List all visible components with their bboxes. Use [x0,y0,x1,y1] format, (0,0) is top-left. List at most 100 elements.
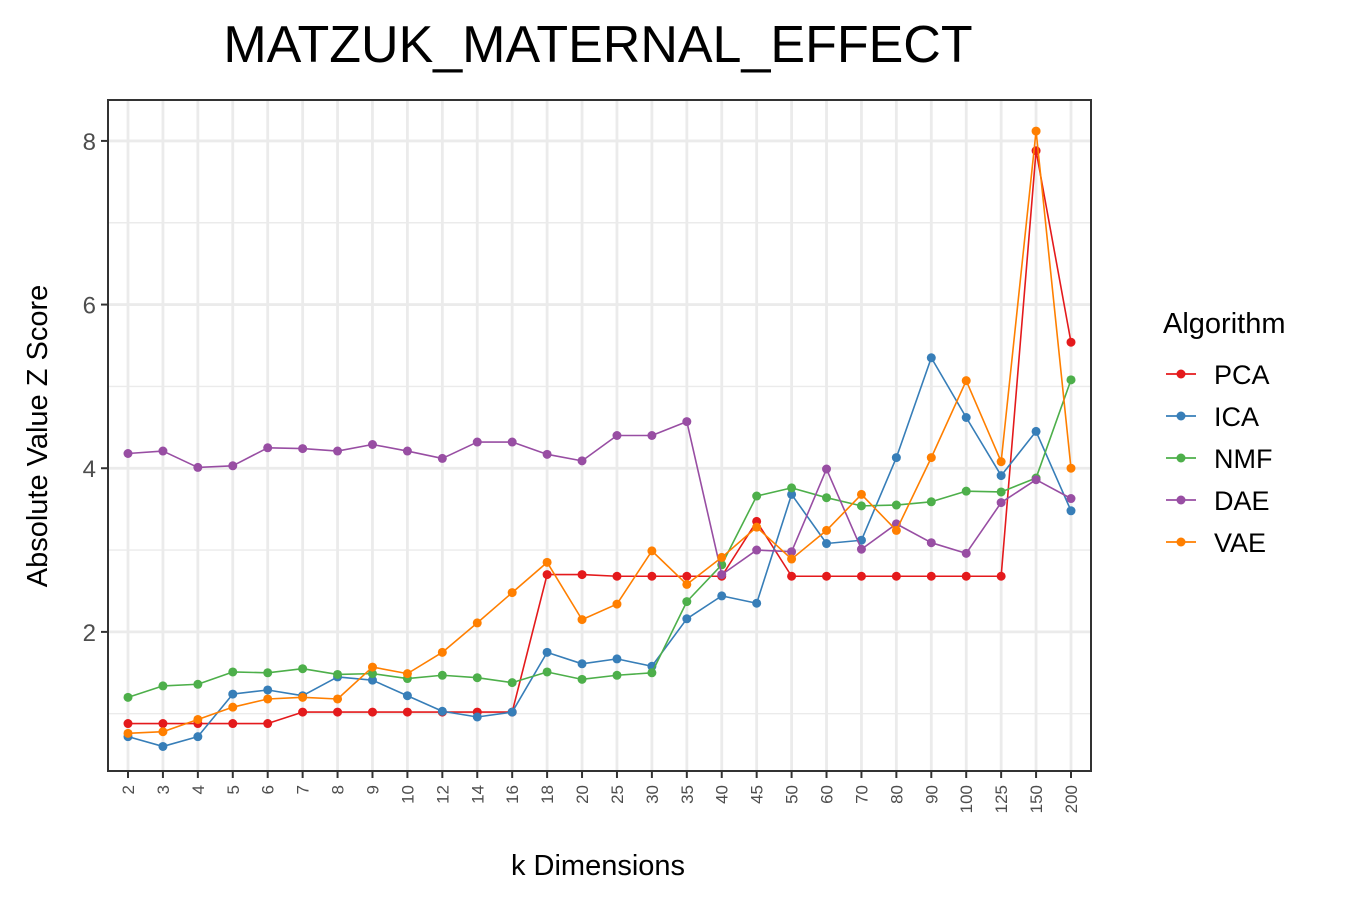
point-vae [961,376,971,386]
point-ica [961,412,971,422]
y-tick-label: 2 [83,620,96,647]
point-pca [961,571,971,581]
point-nmf [926,497,936,507]
point-nmf [333,669,343,679]
point-ica [822,539,832,549]
point-nmf [577,674,587,684]
point-pca [822,571,832,581]
point-pca [682,571,692,581]
x-tick-label: 25 [608,785,627,804]
point-ica [542,647,552,657]
point-pca [647,571,657,581]
legend-label-dae: DAE [1214,486,1270,516]
point-ica [437,706,447,716]
legend-point-nmf [1176,453,1186,463]
point-dae [228,461,238,471]
point-dae [472,437,482,447]
point-nmf [787,483,797,493]
point-dae [437,453,447,463]
point-ica [228,689,238,699]
point-vae [822,525,832,535]
point-pca [926,571,936,581]
x-tick-label: 2 [119,785,138,794]
point-dae [402,446,412,456]
plot-panel-border [107,99,1092,772]
minor-gridlines [108,222,1091,715]
point-vae [472,618,482,628]
point-dae [647,431,657,440]
point-vae [1031,126,1041,136]
point-dae [158,446,168,456]
point-nmf [193,679,203,689]
point-ica [158,741,168,751]
point-ica [507,707,517,717]
point-nmf [507,678,517,688]
point-pca [228,719,238,729]
x-axis: 2 3 4 5 6 7 8 9 10 12 14 16 18 20 25 30 35 40 45 50 60 70 80 90… [119,771,1081,813]
point-dae [507,437,517,447]
y-tick-label: 6 [83,293,96,320]
legend: Algorithm PCA ICA NMF DAE VAE [1163,308,1286,558]
series-line-dae [127,420,1072,576]
legend-label-ica: ICA [1214,402,1259,432]
point-pca [333,707,343,717]
x-tick-label: 14 [468,785,487,804]
point-vae [891,525,901,535]
point-nmf [228,667,238,677]
x-tick-label: 100 [957,785,976,813]
point-vae [437,647,447,657]
x-tick-label: 12 [433,785,452,804]
x-tick-label: 10 [398,785,417,804]
y-tick-label: 8 [83,129,96,156]
series-line-pca [128,149,1072,725]
point-ica [402,691,412,701]
x-tick-label: 40 [713,785,732,804]
point-vae [577,615,587,625]
series-line-nmf [127,379,1072,699]
x-tick-label: 8 [329,785,348,794]
point-dae [193,462,203,472]
point-vae [542,557,552,567]
point-nmf [298,664,308,674]
point-dae [926,538,936,548]
y-tick-label: 4 [83,456,96,483]
point-nmf [158,681,168,691]
point-vae [717,552,727,562]
point-pca [298,707,308,717]
point-ica [1066,506,1076,516]
x-tick-label: 18 [538,785,557,804]
point-pca [856,571,866,581]
legend-point-dae [1176,495,1186,505]
point-ica [717,591,727,601]
point-dae [577,456,587,466]
point-pca [542,570,552,580]
point-ica [891,453,901,463]
point-pca [123,719,133,729]
series-layer [123,126,1076,751]
x-tick-label: 35 [678,785,697,804]
point-dae [1066,494,1076,504]
x-tick-label: 125 [992,785,1011,813]
point-dae [263,443,273,453]
point-dae [752,545,762,555]
x-tick-label: 16 [503,785,522,804]
legend-label-pca: PCA [1214,360,1270,390]
legend-point-pca [1176,369,1186,379]
point-vae [333,694,343,704]
point-vae [612,599,622,609]
point-vae [507,588,517,598]
x-tick-label: 90 [922,785,941,804]
point-nmf [891,500,901,510]
legend-label-vae: VAE [1214,528,1266,558]
point-vae [647,546,657,556]
point-nmf [263,668,273,678]
y-axis: 2 4 6 8 [83,129,108,647]
point-dae [367,440,377,450]
x-tick-label: 200 [1062,785,1081,813]
point-pca [158,719,168,729]
point-vae [123,728,133,738]
x-tick-label: 30 [643,785,662,804]
point-pca [1066,337,1076,347]
